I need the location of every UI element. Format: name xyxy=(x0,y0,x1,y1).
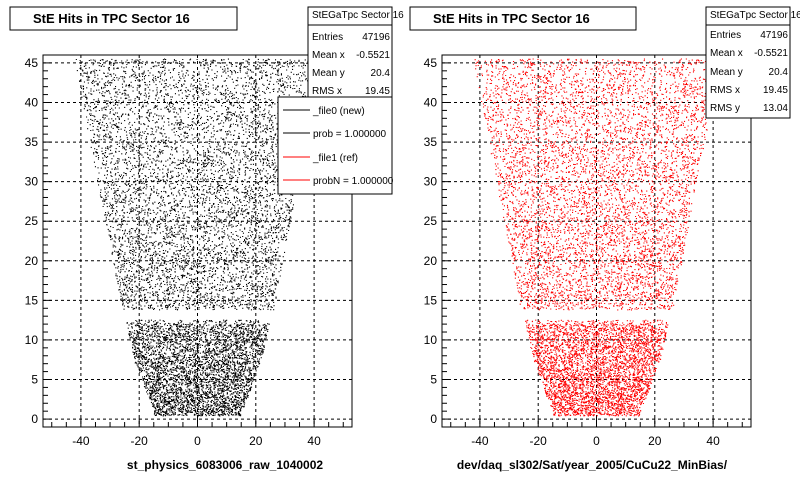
y-tick-label: 20 xyxy=(25,254,39,268)
y-tick-label: 30 xyxy=(25,175,39,189)
y-tick-label: 5 xyxy=(430,373,437,387)
y-tick-label: 15 xyxy=(424,293,438,307)
left-stats-value-mean-x: -0.5521 xyxy=(356,50,390,61)
left-title: StE Hits in TPC Sector 16 xyxy=(33,11,190,26)
left-stats-title: StEGaTpc Sector 16 xyxy=(312,10,404,21)
y-tick-label: 35 xyxy=(424,135,438,149)
right-histogram-pad: -40 -20 0 20 40 0 5 10 15 20 25 30 35 40 45 StE Hits i… xyxy=(409,6,800,472)
left-hit-points xyxy=(75,58,320,417)
left-stats-label-mean-x: Mean x xyxy=(312,50,345,61)
left-stats-box: StEGaTpc Sector 16 Entries 47196 Mean x … xyxy=(307,6,404,102)
right-axes: -40 -20 0 20 40 0 5 10 15 20 25 30 35 40 45 xyxy=(424,54,743,448)
right-hit-points xyxy=(474,58,720,417)
right-stats-label-mean-y: Mean y xyxy=(710,67,743,78)
y-tick-label: 45 xyxy=(424,56,438,70)
left-stats-value-mean-y: 20.4 xyxy=(371,68,391,79)
right-stats-label-mean-x: Mean x xyxy=(710,48,743,59)
y-tick-label: 15 xyxy=(25,293,39,307)
right-stats-value-rms-x: 19.45 xyxy=(763,85,788,96)
x-tick-label: -40 xyxy=(471,434,489,448)
y-tick-label: 30 xyxy=(424,175,438,189)
right-stats-label-entries: Entries xyxy=(710,30,741,41)
right-stats-title: StEGaTpc Sector 16 xyxy=(710,10,800,21)
left-histogram-pad: -40 -20 0 20 40 0 5 10 15 20 25 30 35 40 45 StE Hits i… xyxy=(9,6,404,472)
hit-point-cloud xyxy=(474,58,720,417)
hit-point-cloud xyxy=(75,58,320,417)
x-tick-label: -20 xyxy=(530,434,548,448)
y-tick-label: 40 xyxy=(25,95,39,109)
y-tick-label: 40 xyxy=(424,95,438,109)
left-axes: -40 -20 0 20 40 0 5 10 15 20 25 30 35 40 45 xyxy=(25,54,344,448)
right-stats-value-entries: 47196 xyxy=(760,30,788,41)
y-tick-label: 0 xyxy=(31,412,38,426)
right-stats-value-mean-x: -0.5521 xyxy=(754,48,788,59)
x-tick-label: 20 xyxy=(648,434,662,448)
x-tick-label: -40 xyxy=(72,434,90,448)
y-tick-label: 10 xyxy=(424,333,438,347)
left-stats-label-mean-y: Mean y xyxy=(312,68,345,79)
y-tick-label: 45 xyxy=(25,56,39,70)
legend-label-file1: _file1 (ref) xyxy=(312,153,358,164)
legend-label-file0: _file0 (new) xyxy=(312,106,365,117)
left-stats-value-rms-x: 19.45 xyxy=(365,86,390,97)
y-tick-label: 35 xyxy=(25,135,39,149)
left-stats-value-entries: 47196 xyxy=(362,32,390,43)
left-footer-label: st_physics_6083006_raw_1040002 xyxy=(127,458,323,472)
x-tick-label: 40 xyxy=(706,434,720,448)
x-tick-label: -20 xyxy=(131,434,149,448)
right-stats-label-rms-x: RMS x xyxy=(710,85,740,96)
right-title-box: StE Hits in TPC Sector 16 xyxy=(409,6,637,31)
y-tick-label: 5 xyxy=(31,373,38,387)
right-stats-value-mean-y: 20.4 xyxy=(769,67,789,78)
left-stats-label-rms-x: RMS x xyxy=(312,86,342,97)
right-stats-label-rms-y: RMS y xyxy=(710,103,740,114)
right-stats-box: StEGaTpc Sector 16 Entries 47196 Mean x … xyxy=(705,6,800,119)
legend-label-prob: prob = 1.000000 xyxy=(313,129,387,140)
x-tick-label: 0 xyxy=(593,434,600,448)
left-stats-label-entries: Entries xyxy=(312,32,343,43)
right-footer-label: dev/daq_sl302/Sat/year_2005/CuCu22_MinBi… xyxy=(457,458,728,472)
y-tick-label: 0 xyxy=(430,412,437,426)
y-tick-label: 25 xyxy=(25,214,39,228)
right-stats-value-rms-y: 13.04 xyxy=(763,103,788,114)
y-tick-label: 25 xyxy=(424,214,438,228)
y-tick-label: 20 xyxy=(424,254,438,268)
left-title-box: StE Hits in TPC Sector 16 xyxy=(9,6,238,31)
y-tick-label: 10 xyxy=(25,333,39,347)
right-title: StE Hits in TPC Sector 16 xyxy=(433,11,590,26)
x-tick-label: 0 xyxy=(194,434,201,448)
x-tick-label: 20 xyxy=(249,434,263,448)
legend-label-probn: probN = 1.000000 xyxy=(313,176,394,187)
x-tick-label: 40 xyxy=(307,434,321,448)
left-legend: _file0 (new) prob = 1.000000 _file1 (ref… xyxy=(277,96,394,195)
